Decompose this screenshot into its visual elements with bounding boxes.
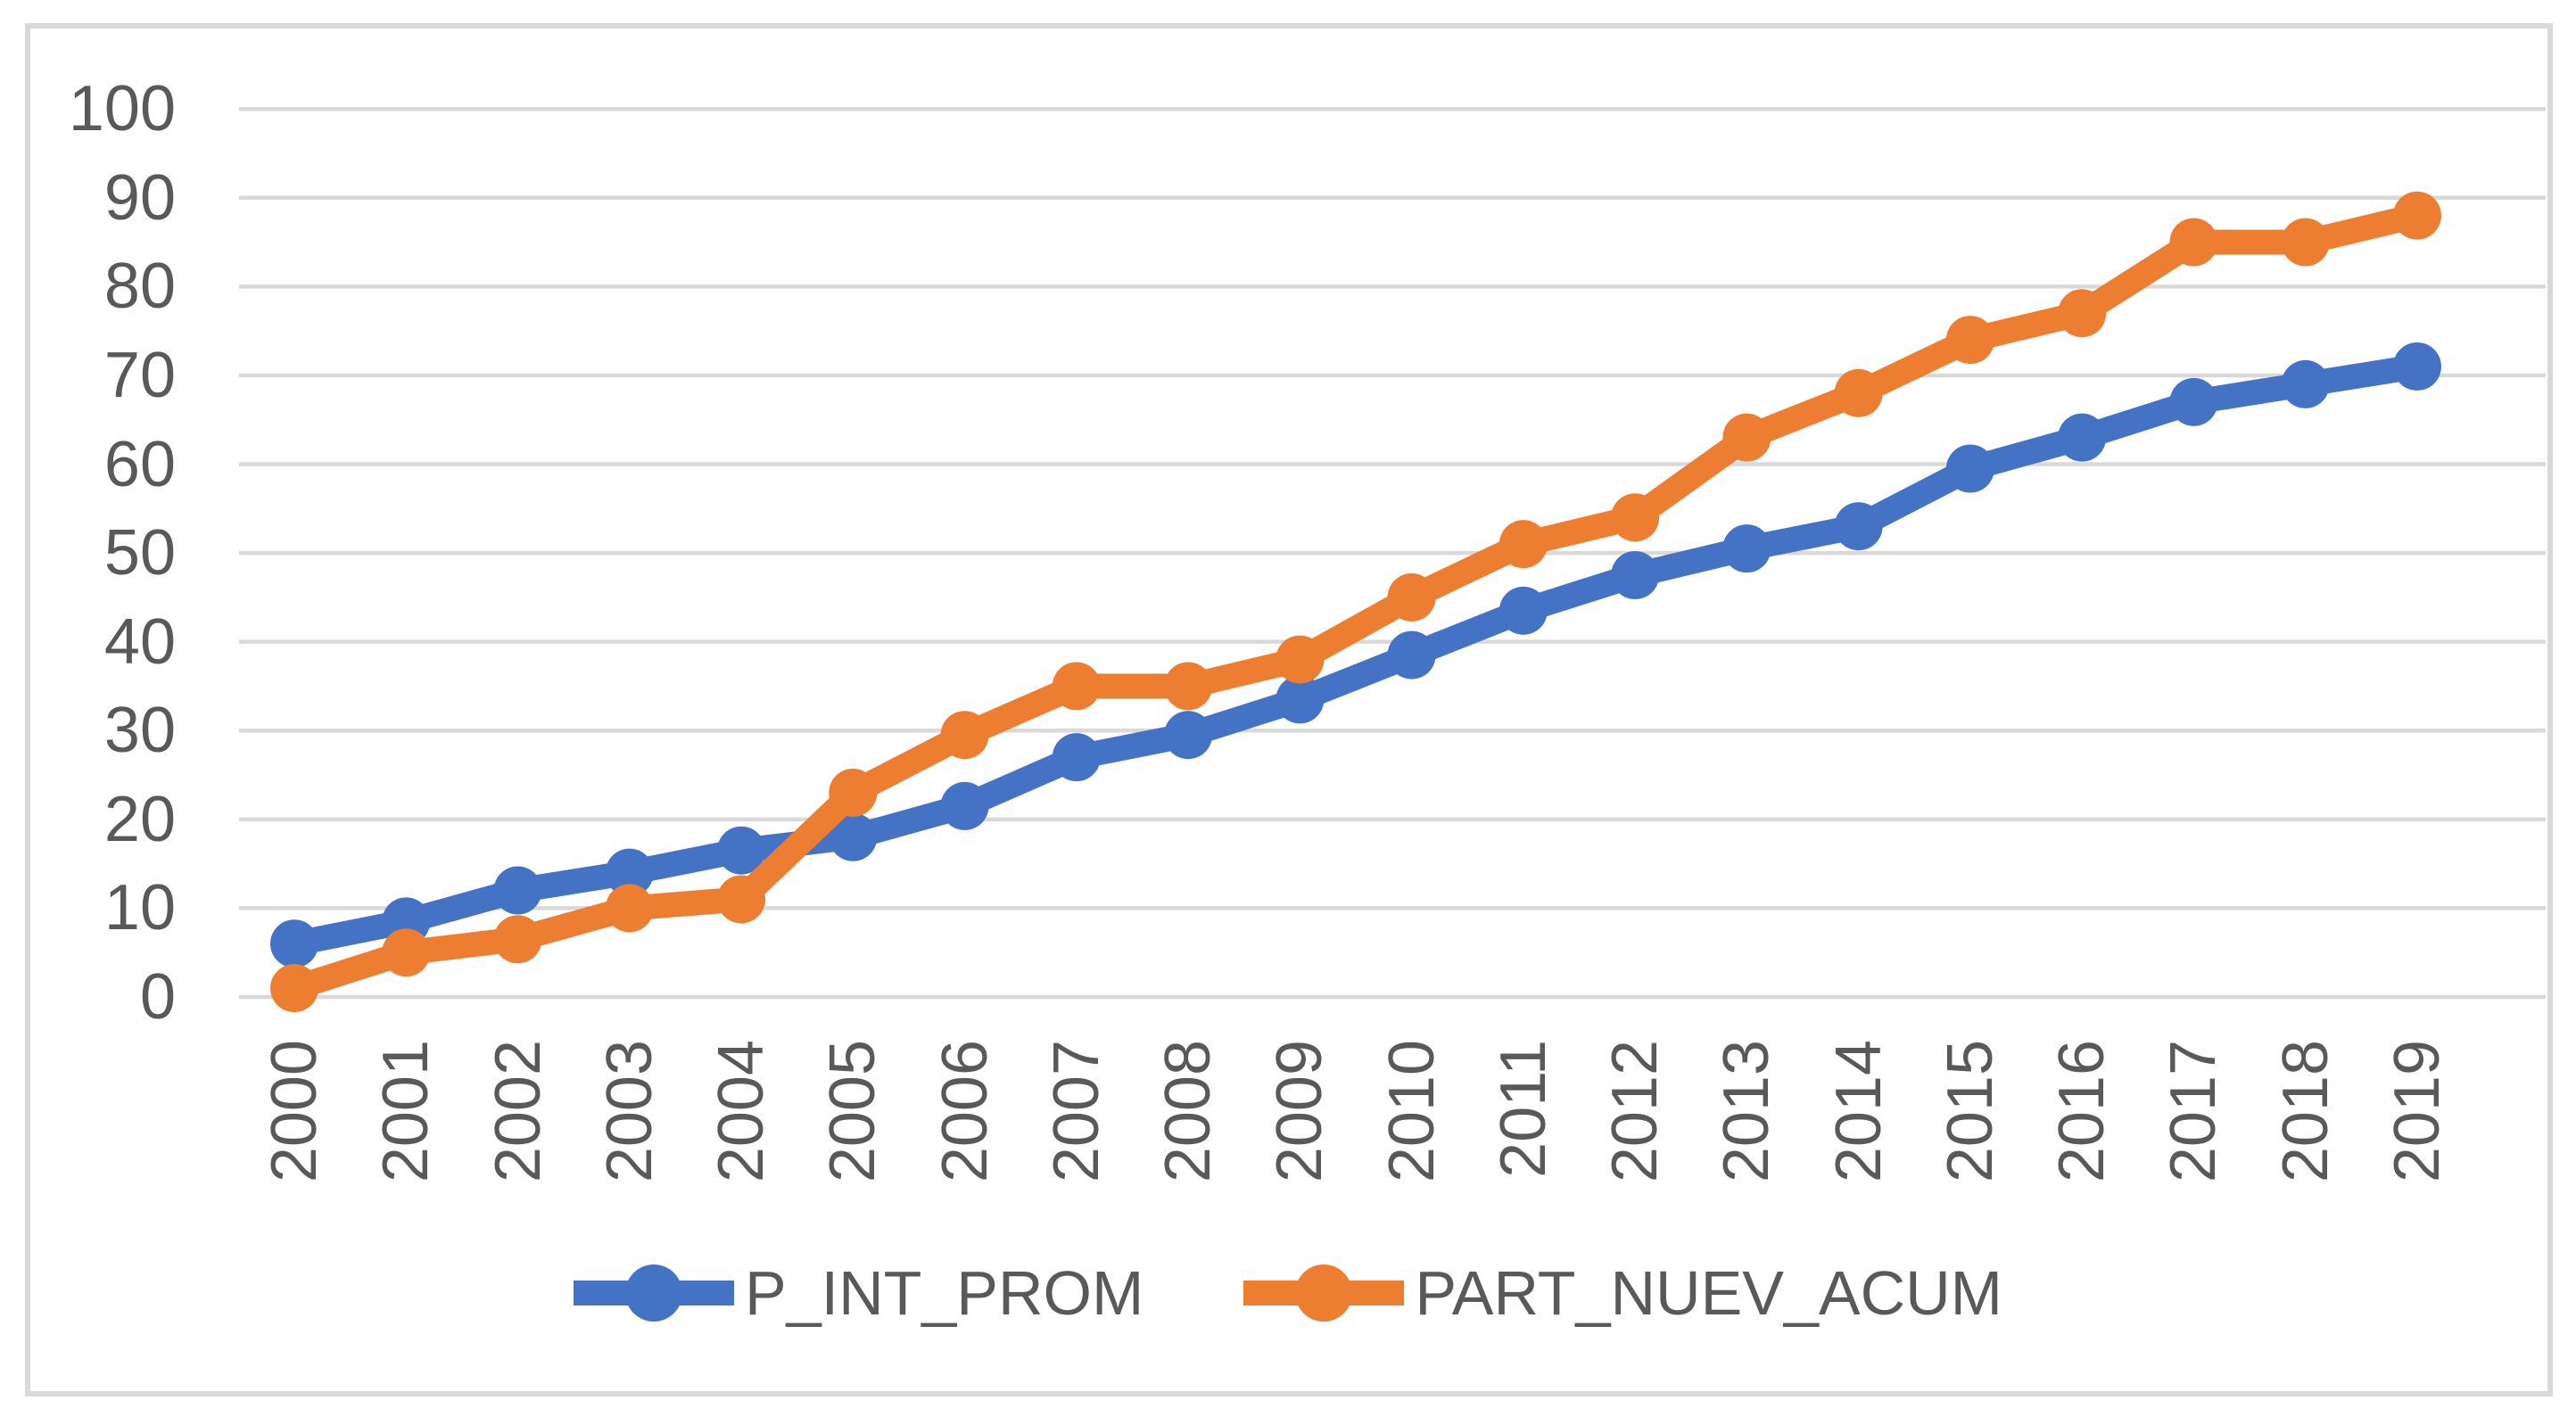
data-point-p-int-prom-2009 <box>1276 675 1325 724</box>
x-axis-tick-label-2006: 2006 <box>929 1040 1001 1183</box>
x-axis-tick-label-2002: 2002 <box>482 1040 554 1183</box>
x-axis-tick-label-2012: 2012 <box>1599 1040 1672 1183</box>
data-point-p-int-prom-2005 <box>829 812 878 861</box>
data-point-part-nuev-acum-2008 <box>1164 662 1213 711</box>
data-point-p-int-prom-2018 <box>2281 359 2330 408</box>
data-point-p-int-prom-2013 <box>1722 524 1771 573</box>
y-axis-tick-label-90: 90 <box>103 161 176 234</box>
x-axis-tick-label-2014: 2014 <box>1822 1040 1895 1183</box>
data-point-part-nuev-acum-2012 <box>1611 493 1660 542</box>
data-point-part-nuev-acum-2019 <box>2392 191 2441 240</box>
x-axis-tick-label-2005: 2005 <box>817 1040 889 1183</box>
x-axis-tick-label-2018: 2018 <box>2269 1040 2341 1183</box>
x-axis-tick-label-2003: 2003 <box>593 1040 665 1183</box>
data-point-p-int-prom-2019 <box>2392 342 2441 391</box>
data-point-p-int-prom-2006 <box>940 781 989 830</box>
y-axis-tick-label-30: 30 <box>103 695 176 767</box>
x-axis-tick-label-2017: 2017 <box>2158 1040 2230 1183</box>
data-point-p-int-prom-2008 <box>1164 711 1213 760</box>
legend-label-part-nuev-acum: PART_NUEV_ACUM <box>1415 1258 2002 1328</box>
data-point-part-nuev-acum-2003 <box>605 884 654 933</box>
legend-marker-p-int-prom <box>574 1264 734 1322</box>
x-axis-tick-label-2016: 2016 <box>2046 1040 2118 1183</box>
y-axis-tick-label-60: 60 <box>103 428 176 500</box>
data-point-part-nuev-acum-2011 <box>1499 520 1548 569</box>
data-point-part-nuev-acum-2006 <box>940 711 989 760</box>
x-axis-tick-label-2000: 2000 <box>259 1040 330 1183</box>
legend-item-p-int-prom: P_INT_PROM <box>574 1256 1144 1330</box>
x-axis-tick-label-2008: 2008 <box>1152 1040 1225 1183</box>
data-point-part-nuev-acum-2016 <box>2058 289 2107 338</box>
data-point-p-int-prom-2004 <box>717 826 766 875</box>
legend-label-p-int-prom: P_INT_PROM <box>745 1258 1144 1328</box>
data-point-p-int-prom-2003 <box>605 848 654 897</box>
legend-marker-part-nuev-acum <box>1243 1264 1405 1322</box>
data-point-p-int-prom-2000 <box>270 919 318 968</box>
data-point-part-nuev-acum-2009 <box>1276 635 1325 684</box>
data-point-part-nuev-acum-2004 <box>717 875 766 924</box>
y-axis-tick-label-10: 10 <box>103 872 176 944</box>
data-point-part-nuev-acum-2005 <box>829 768 878 817</box>
data-point-part-nuev-acum-2002 <box>493 915 542 964</box>
x-axis-tick-label-2011: 2011 <box>1487 1040 1559 1178</box>
x-axis-tick-label-2007: 2007 <box>1040 1040 1112 1183</box>
data-point-p-int-prom-2016 <box>2058 413 2107 462</box>
y-axis-tick-label-100: 100 <box>68 73 176 145</box>
x-axis-tick-label-2019: 2019 <box>2381 1040 2453 1183</box>
data-point-part-nuev-acum-2001 <box>382 928 431 977</box>
x-axis-tick-label-2013: 2013 <box>1711 1040 1783 1183</box>
data-point-p-int-prom-2010 <box>1387 630 1436 680</box>
y-axis-tick-label-50: 50 <box>103 517 176 589</box>
x-axis-tick-label-2001: 2001 <box>370 1040 442 1183</box>
x-axis-tick-label-2009: 2009 <box>1264 1040 1336 1183</box>
data-point-part-nuev-acum-2010 <box>1387 572 1436 622</box>
data-point-p-int-prom-2014 <box>1834 502 1883 551</box>
data-point-part-nuev-acum-2014 <box>1834 368 1883 417</box>
legend-item-part-nuev-acum: PART_NUEV_ACUM <box>1243 1256 2002 1330</box>
data-point-part-nuev-acum-2000 <box>270 964 318 1013</box>
y-axis-tick-label-20: 20 <box>103 783 176 855</box>
data-point-part-nuev-acum-2013 <box>1722 413 1771 462</box>
data-point-part-nuev-acum-2017 <box>2169 218 2218 267</box>
y-axis-tick-label-80: 80 <box>103 251 176 323</box>
x-axis-tick-label-2010: 2010 <box>1375 1040 1448 1183</box>
data-point-part-nuev-acum-2018 <box>2281 218 2330 267</box>
x-axis-tick-label-2004: 2004 <box>706 1040 778 1183</box>
legend: P_INT_PROM PART_NUEV_ACUM <box>0 1256 2576 1330</box>
data-point-part-nuev-acum-2007 <box>1052 662 1101 711</box>
x-axis-tick-label-2015: 2015 <box>1934 1040 2006 1183</box>
data-point-p-int-prom-2011 <box>1499 586 1548 635</box>
data-point-p-int-prom-2007 <box>1052 733 1101 782</box>
data-point-part-nuev-acum-2015 <box>1945 316 1994 365</box>
data-point-p-int-prom-2015 <box>1945 444 1994 493</box>
data-point-p-int-prom-2002 <box>493 866 542 915</box>
y-axis-tick-label-40: 40 <box>103 605 176 678</box>
y-axis-tick-label-70: 70 <box>103 339 176 411</box>
data-point-p-int-prom-2017 <box>2169 377 2218 426</box>
y-axis-tick-label-0: 0 <box>139 961 176 1033</box>
data-point-p-int-prom-2012 <box>1611 550 1660 599</box>
